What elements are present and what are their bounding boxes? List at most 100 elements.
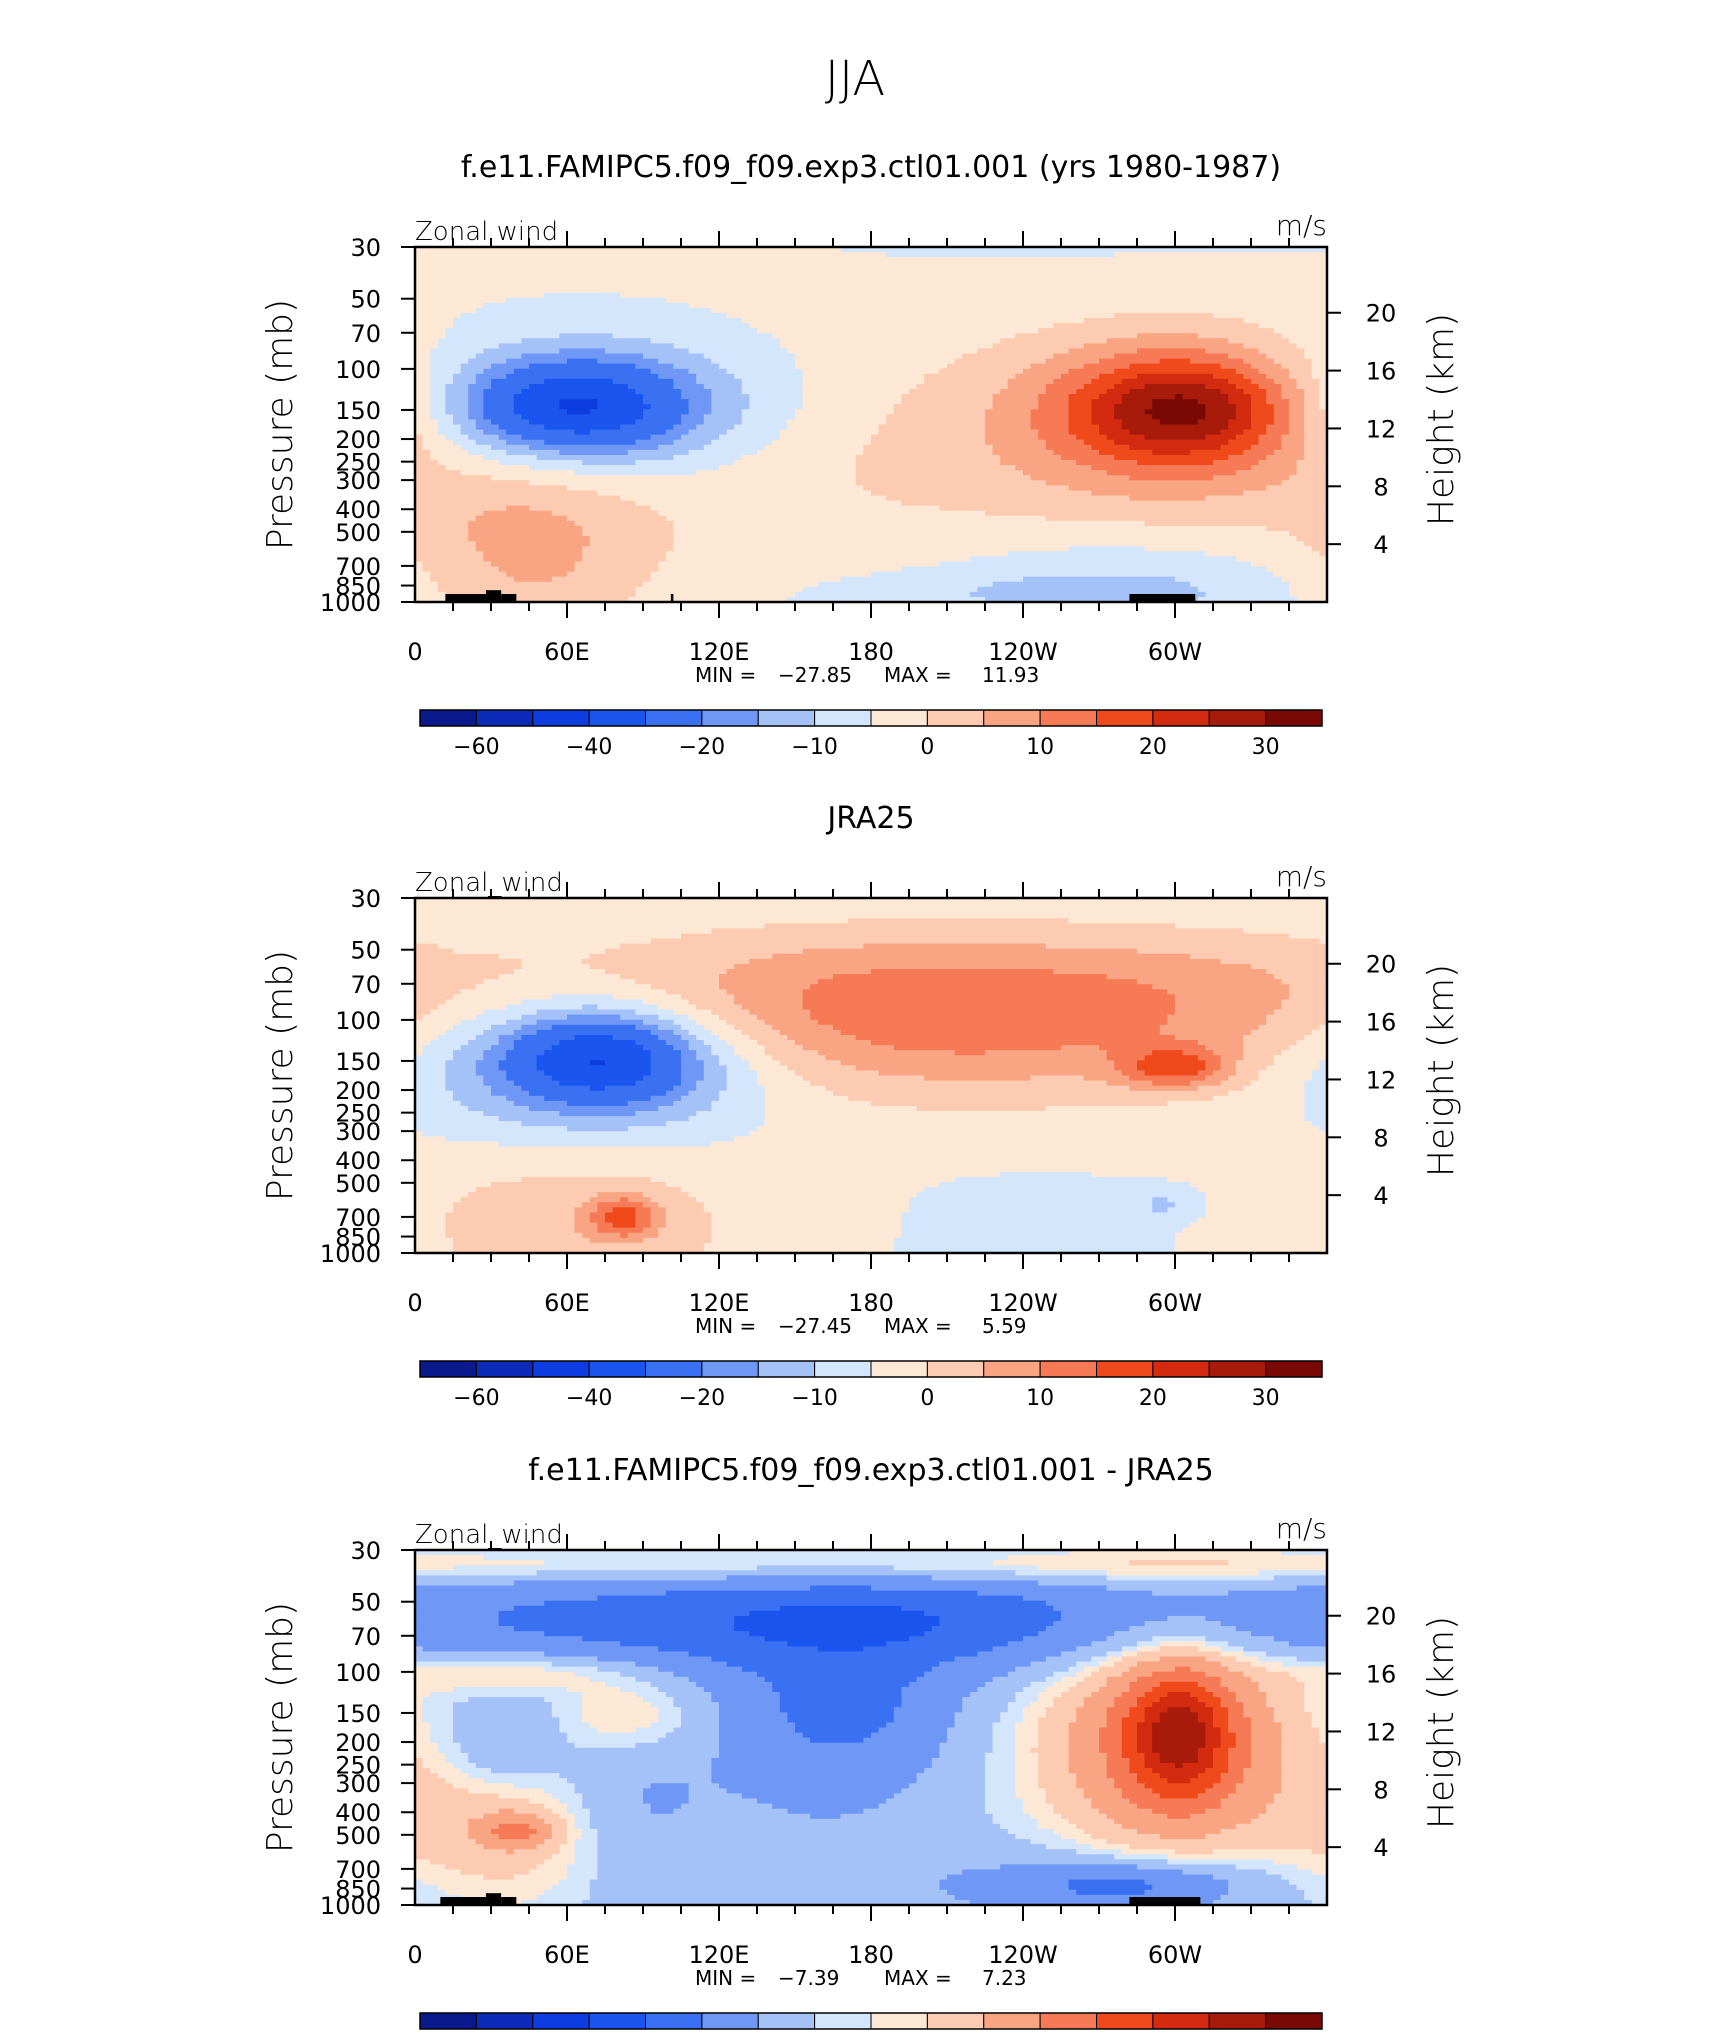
contour-cell xyxy=(415,272,1327,279)
contour-cell xyxy=(1083,383,1115,390)
contour-cell xyxy=(764,444,864,451)
contour-cell xyxy=(1243,928,1327,935)
contour-cell xyxy=(1228,394,1252,400)
contour-cell xyxy=(924,373,1016,380)
contour-cell xyxy=(711,409,743,415)
contour-cell xyxy=(833,974,1108,980)
contour-cell xyxy=(521,1024,553,1031)
colorbar-box xyxy=(870,1360,928,1378)
contour-cell xyxy=(947,1889,1077,1896)
contour-cell xyxy=(1304,1697,1327,1703)
colorbar-box xyxy=(926,1360,985,1378)
contour-cell xyxy=(681,1803,773,1810)
y-tick-label: 200 xyxy=(335,1729,381,1757)
contour-cell xyxy=(582,1692,636,1698)
contour-cell xyxy=(1106,1813,1168,1820)
contour-cell xyxy=(779,1029,842,1036)
contour-cell xyxy=(1099,449,1153,456)
contour-cell xyxy=(673,525,1267,532)
contour-cell xyxy=(1258,368,1290,375)
contour-cell xyxy=(969,591,1206,598)
contour-cell xyxy=(1023,1798,1047,1805)
contour-cell xyxy=(1296,1864,1327,1871)
contour-cell xyxy=(1129,1626,1237,1632)
colorbar-box xyxy=(1265,709,1323,727)
colorbar-label: 10 xyxy=(1026,735,1054,760)
contour-cell xyxy=(415,903,1327,909)
contour-cell xyxy=(415,353,431,360)
contour-cell xyxy=(1152,1722,1206,1729)
contour-cell xyxy=(415,257,1327,263)
contour-cell xyxy=(1159,1793,1199,1800)
contour-cell xyxy=(909,389,1001,395)
contour-cell xyxy=(1258,348,1305,355)
contour-cell xyxy=(468,394,484,400)
contour-cell xyxy=(673,439,712,446)
contour-cell xyxy=(1129,1712,1146,1718)
contour-cell xyxy=(415,1854,553,1860)
contour-cell xyxy=(795,363,948,370)
contour-cell xyxy=(1251,1029,1313,1036)
contour-cell xyxy=(1144,1879,1229,1886)
contour-cell xyxy=(567,409,591,415)
contour-cell xyxy=(741,409,796,415)
contour-cell xyxy=(1205,591,1290,598)
contour-cell xyxy=(635,439,674,446)
contour-cell xyxy=(1045,1686,1070,1693)
contour-cell xyxy=(521,1085,591,1092)
contour-cell xyxy=(1266,454,1305,461)
contour-cell xyxy=(620,943,864,950)
contour-cell xyxy=(544,292,621,299)
contour-cell xyxy=(703,1024,735,1031)
contour-cell xyxy=(1273,419,1290,426)
contour-cell xyxy=(1159,1717,1199,1724)
contour-cell xyxy=(1152,1590,1229,1597)
colorbar-box xyxy=(1096,709,1154,727)
contour-cell xyxy=(415,1763,424,1769)
contour-cell xyxy=(1144,1712,1161,1718)
contour-cell xyxy=(673,541,1305,547)
contour-cell xyxy=(1137,1737,1153,1744)
contour-cell xyxy=(574,520,674,527)
contour-cell xyxy=(415,1024,454,1031)
contour-cell xyxy=(551,1823,568,1830)
contour-cell xyxy=(1190,449,1244,456)
colorbar-label: 30 xyxy=(1252,735,1280,760)
contour-cell xyxy=(589,1676,636,1683)
contour-cell xyxy=(430,383,446,390)
contour-cell xyxy=(901,1217,1199,1224)
contour-cell xyxy=(582,958,750,965)
contour-cell xyxy=(1243,1773,1282,1779)
contour-cell xyxy=(1175,1202,1206,1208)
contour-cell xyxy=(1304,1095,1327,1102)
contour-cell xyxy=(589,1722,652,1729)
contour-cell xyxy=(1076,1889,1146,1896)
contour-cell xyxy=(1289,368,1313,375)
contour-cell xyxy=(1167,989,1290,995)
colorbar-box xyxy=(588,1360,646,1378)
x-tick-label: 120E xyxy=(689,1289,750,1317)
contour-cell xyxy=(1076,460,1138,466)
contour-cell xyxy=(1121,1671,1153,1678)
contour-cell xyxy=(931,1626,1047,1632)
contour-cell xyxy=(415,1621,500,1627)
contour-cell xyxy=(559,1849,576,1855)
contour-cell xyxy=(1076,1646,1123,1653)
contour-cell xyxy=(1213,1712,1229,1718)
contour-cell xyxy=(415,1631,545,1637)
contour-cell xyxy=(415,1813,484,1820)
contour-cell xyxy=(445,1085,492,1092)
contour-cell xyxy=(711,1105,766,1112)
contour-cell xyxy=(1251,409,1275,415)
contour-cell xyxy=(460,989,667,995)
y-tick-label: 300 xyxy=(335,1118,381,1146)
contour-cell xyxy=(635,500,902,507)
contour-cell xyxy=(1015,1757,1039,1764)
contour-cell xyxy=(1273,1009,1327,1016)
contour-cell xyxy=(1281,1752,1327,1759)
land-mask xyxy=(485,1893,502,1905)
max-value: 5.59 xyxy=(982,1314,1027,1338)
contour-cell xyxy=(802,994,1176,1001)
contour-cell xyxy=(1068,424,1100,431)
contour-cell xyxy=(1121,1732,1138,1739)
